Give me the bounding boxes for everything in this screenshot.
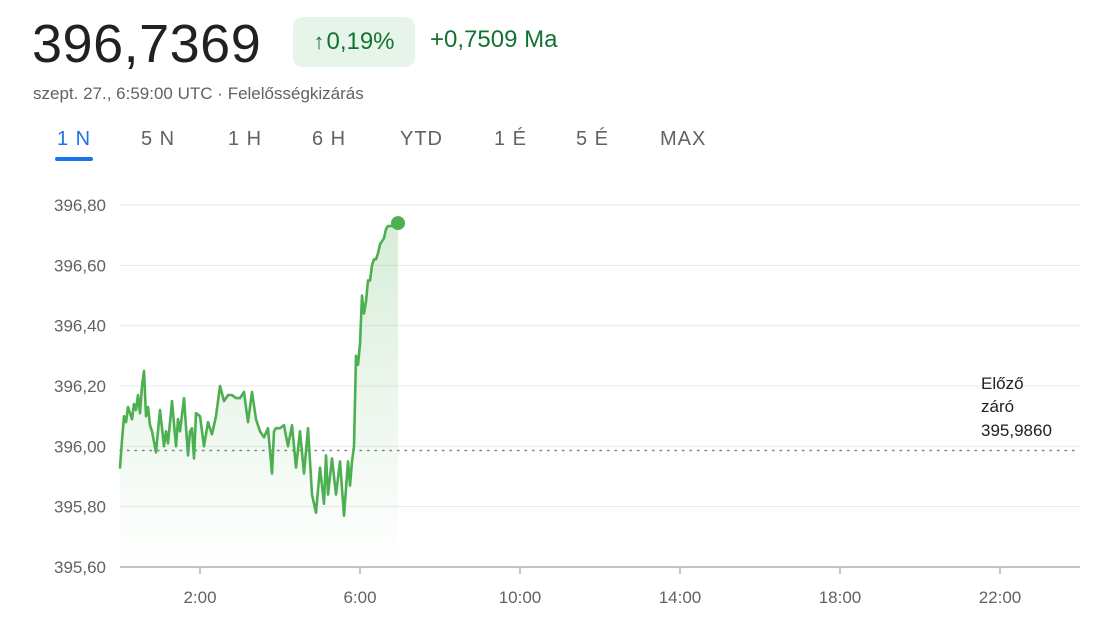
tab-1d[interactable]: 1 N (57, 128, 92, 150)
x-tick-label: 18:00 (819, 588, 862, 607)
x-tick-label: 22:00 (979, 588, 1022, 607)
tab-1m[interactable]: 1 H (228, 128, 263, 150)
y-tick-label: 395,80 (54, 498, 106, 517)
y-tick-label: 396,80 (54, 196, 106, 215)
tab-6m[interactable]: 6 H (312, 128, 347, 150)
change-percent: 0,19% (326, 28, 395, 55)
up-arrow-icon: ↑ (313, 29, 325, 54)
tab-ytd[interactable]: YTD (400, 128, 443, 150)
meta-separator: · (217, 84, 223, 103)
x-tick-label: 14:00 (659, 588, 702, 607)
price-meta: szept. 27., 6:59:00 UTC · Felelősségkizá… (33, 84, 364, 104)
timestamp: szept. 27., 6:59:00 UTC (33, 84, 213, 103)
price-area (120, 223, 398, 567)
previous-close-value: 395,9860 (981, 421, 1052, 440)
active-tab-indicator (55, 157, 93, 161)
x-tick-label: 10:00 (499, 588, 542, 607)
current-price: 396,7369 (32, 14, 262, 74)
y-tick-label: 395,60 (54, 558, 106, 577)
previous-close-label-2: záró (981, 397, 1014, 416)
range-tabs: 1 N 5 N 1 H 6 H YTD 1 É 5 É MAX (0, 124, 760, 164)
change-absolute: +0,7509 Ma (430, 26, 558, 53)
current-price-dot (391, 216, 405, 231)
previous-close-label-1: Előző (981, 374, 1024, 393)
x-tick-label: 6:00 (343, 588, 376, 607)
tab-max[interactable]: MAX (660, 128, 707, 150)
tab-5y[interactable]: 5 É (576, 128, 610, 150)
y-tick-label: 396,40 (54, 317, 106, 336)
tab-1y[interactable]: 1 É (494, 128, 528, 150)
price-line (118, 221, 400, 517)
tab-5d[interactable]: 5 N (141, 128, 176, 150)
y-tick-label: 396,20 (54, 377, 106, 396)
y-tick-label: 396,60 (54, 256, 106, 275)
change-percent-badge: ↑ 0,19% (293, 17, 415, 67)
y-tick-label: 396,00 (54, 437, 106, 456)
x-tick-label: 2:00 (183, 588, 216, 607)
disclaimer-link[interactable]: Felelősségkizárás (227, 84, 364, 103)
